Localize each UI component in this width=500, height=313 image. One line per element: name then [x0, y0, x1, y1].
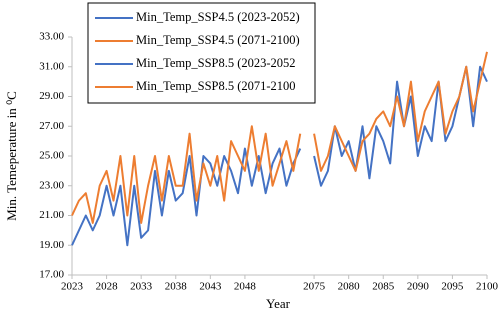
x-tick-label: 2048 — [234, 281, 257, 293]
x-tick-label: 2090 — [407, 281, 430, 293]
y-axis-title: Min. Temeperature in ⁰C — [4, 91, 19, 221]
x-tick-label: 2028 — [96, 281, 119, 293]
x-tick-label: 2080 — [338, 281, 361, 293]
series-line — [313, 51, 488, 172]
x-tick-label: 2038 — [165, 281, 188, 293]
y-tick-label: 17.00 — [39, 269, 64, 281]
y-tick-label: 29.00 — [39, 90, 64, 102]
y-tick-label: 25.00 — [39, 150, 64, 162]
x-tick-label: 2043 — [199, 281, 222, 293]
x-tick-label: 2085 — [372, 281, 395, 293]
series-line — [71, 147, 302, 247]
x-tick-label: 2075 — [303, 281, 326, 293]
y-tick-label: 21.00 — [39, 209, 64, 221]
y-tick-label: 33.00 — [39, 31, 64, 43]
x-tick-label: 2095 — [441, 281, 464, 293]
y-tick-label: 27.00 — [39, 120, 64, 132]
x-axis-title: Year — [266, 296, 291, 311]
x-tick-label: 2023 — [61, 281, 84, 293]
legend-label: Min_Temp_SSP4.5 (2023-2052) — [136, 10, 300, 24]
legend-label: Min_Temp_SSP8.5 (2071-2100 — [136, 79, 296, 93]
series-line — [71, 125, 302, 224]
y-tick-label: 31.00 — [39, 60, 64, 72]
x-tick-label: 2100 — [476, 281, 499, 293]
series-line — [313, 65, 488, 187]
y-tick-label: 19.00 — [39, 239, 64, 251]
legend-box — [87, 2, 316, 104]
legend-label: Min_Temp_SSP4.5 (2071-2100) — [136, 33, 300, 47]
legend-label: Min_Temp_SSP8.5 (2023-2052 — [136, 56, 296, 70]
y-tick-label: 23.00 — [39, 179, 64, 191]
x-tick-label: 2033 — [130, 281, 153, 293]
